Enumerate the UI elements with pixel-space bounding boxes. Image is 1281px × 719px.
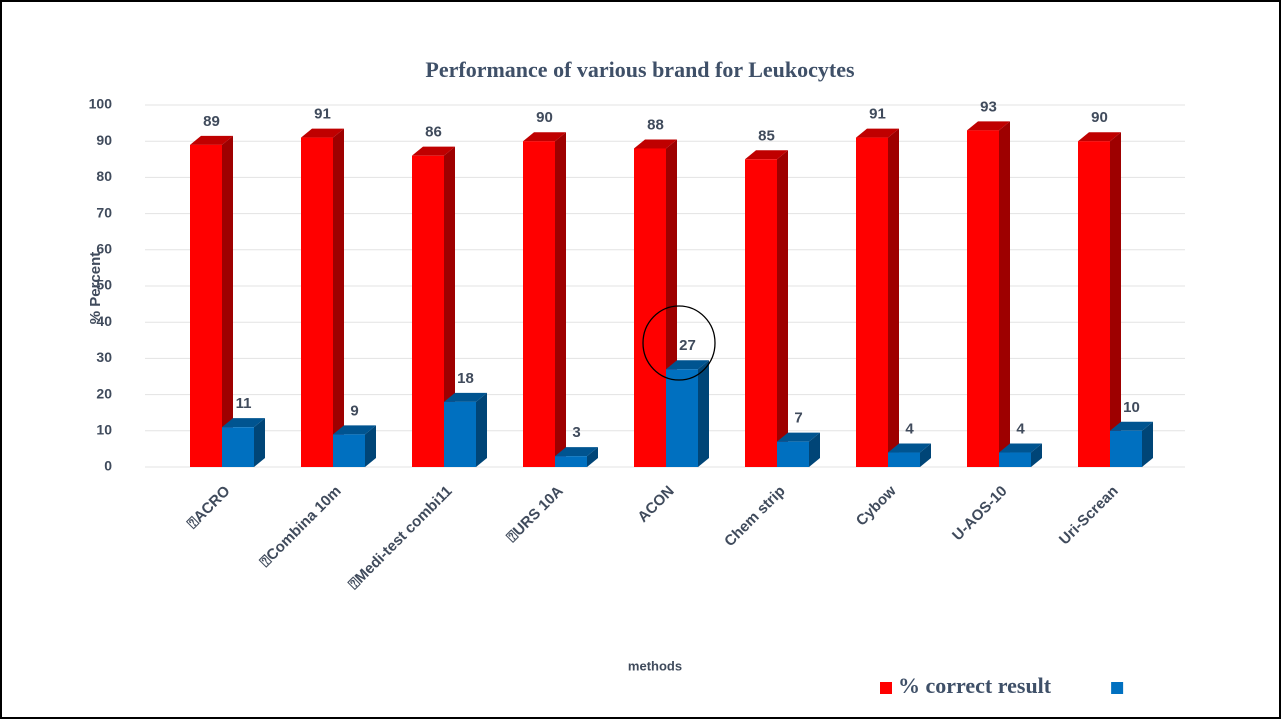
bar-top: [856, 128, 899, 138]
legend-label: % correct result: [898, 673, 1052, 698]
value-label: 27: [679, 337, 696, 354]
legend: % correct result: [880, 673, 1124, 698]
y-tick-label: 80: [96, 168, 112, 184]
bar-top: [999, 443, 1042, 453]
bar-side: [365, 425, 376, 467]
bar-side: [333, 128, 344, 467]
y-tick-label: 60: [96, 241, 112, 257]
value-label: 9: [350, 402, 358, 419]
value-label: 90: [536, 109, 553, 126]
bar: [412, 155, 444, 467]
bar-side: [555, 132, 566, 467]
bar: [222, 427, 254, 467]
bar: [745, 159, 777, 468]
bar: [999, 452, 1031, 467]
bar-side: [1110, 132, 1121, 467]
value-label: 4: [905, 420, 914, 437]
bar: [301, 137, 333, 467]
bar-side: [1031, 443, 1042, 467]
value-label: 91: [314, 106, 331, 123]
bar-top: [555, 447, 598, 457]
bar: [444, 401, 476, 467]
bar-side: [999, 121, 1010, 467]
bar-top: [444, 392, 487, 402]
highlight-circle: [642, 305, 716, 381]
y-tick-label: 40: [96, 313, 112, 329]
bar-side: [1142, 421, 1153, 467]
y-tick-label: 10: [96, 422, 112, 438]
value-label: 93: [980, 98, 997, 115]
bar-top: [1078, 132, 1121, 142]
bar-top: [1110, 421, 1153, 431]
bar: [190, 144, 222, 467]
value-label: 11: [236, 395, 252, 412]
bar-top: [634, 139, 677, 149]
y-tick-label: 100: [89, 96, 113, 112]
bar: [666, 369, 698, 467]
value-label: 7: [794, 410, 802, 427]
value-label: 91: [869, 106, 886, 123]
bar: [856, 137, 888, 467]
y-axis-title: % Percent: [87, 252, 104, 325]
bar-side: [888, 128, 899, 467]
bar: [523, 141, 555, 467]
y-tick-label: 30: [96, 349, 112, 365]
value-label: 10: [1123, 399, 1140, 416]
value-label: 90: [1091, 109, 1108, 126]
y-tick-label: 90: [96, 132, 112, 148]
value-label: 88: [647, 116, 664, 133]
y-tick-label: 20: [96, 385, 112, 401]
bar-side: [809, 432, 820, 467]
bar-side: [587, 447, 598, 467]
bar-top: [333, 425, 376, 435]
bar: [1078, 141, 1110, 467]
value-label: 86: [425, 124, 442, 141]
bar-side: [777, 150, 788, 468]
bar-top: [412, 146, 455, 156]
bar-side: [476, 392, 487, 467]
bar-top: [190, 135, 233, 145]
chart-title: Performance of various brand for Leukocy…: [425, 57, 855, 82]
bar-top: [301, 128, 344, 138]
bar: [1110, 430, 1142, 467]
value-label: 3: [572, 424, 580, 441]
bar: [967, 130, 999, 467]
bar-side: [920, 443, 931, 467]
bar-top: [967, 121, 1010, 131]
bar-top: [888, 443, 931, 453]
bar-top: [523, 132, 566, 142]
bar-top: [777, 432, 820, 442]
bar-top: [745, 150, 788, 160]
value-label: 85: [758, 127, 775, 144]
bar: [634, 148, 666, 467]
bar: [333, 434, 365, 467]
y-tick-label: 50: [96, 277, 112, 293]
bar: [777, 441, 809, 467]
legend-swatch: [880, 682, 892, 694]
y-tick-label: 0: [104, 458, 112, 474]
bar: [555, 456, 587, 467]
legend-swatch: [1111, 682, 1124, 694]
bar-top: [666, 360, 709, 370]
y-tick-label: 70: [96, 204, 112, 220]
bar-top: [222, 418, 265, 428]
bar-side: [254, 418, 265, 467]
bar-side: [222, 135, 233, 467]
value-label: 4: [1016, 420, 1025, 437]
value-label: 18: [457, 370, 474, 387]
value-label: 89: [203, 113, 220, 130]
bar-side: [698, 360, 709, 467]
bar-side: [444, 146, 455, 467]
x-axis-title: methods: [628, 658, 682, 673]
bar: [888, 452, 920, 467]
